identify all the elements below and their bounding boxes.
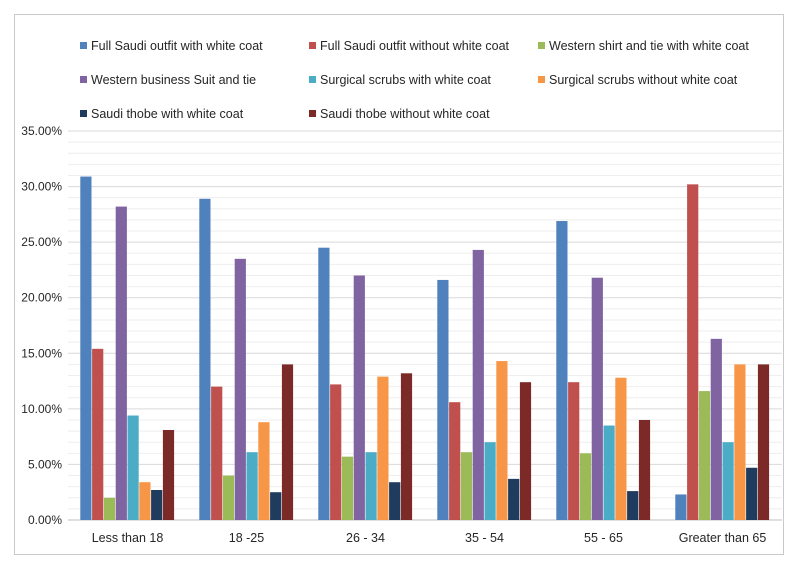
bar [638,419,651,520]
bar [472,249,484,520]
bar [377,376,389,520]
legend-entry-label: Full Saudi outfit without white coat [320,39,510,53]
bar [496,361,508,520]
legend-swatch [80,42,87,49]
x-category-label: 35 - 54 [465,531,504,545]
x-category-label: 26 - 34 [346,531,385,545]
legend-entry-label: Surgical scrubs without white coat [549,73,738,87]
bar [353,275,365,520]
x-category-label: 55 - 65 [584,531,623,545]
bar [330,384,342,520]
legend-entry-label: Western business Suit and tie [91,73,256,87]
x-category-label: 18 -25 [229,531,264,545]
bar [746,467,758,520]
legend-swatch [538,42,545,49]
bar [615,377,627,520]
bar [92,348,104,520]
y-tick-label: 0.00% [28,513,62,527]
bar [162,429,175,520]
bar [139,482,151,520]
y-tick-label: 5.00% [28,457,62,471]
bar [556,221,568,521]
legend-entry-label: Surgical scrubs with white coat [320,73,491,87]
bar [234,258,246,520]
bar [449,402,461,520]
y-tick-label: 25.00% [21,235,62,249]
legend-entry-label: Full Saudi outfit with white coat [91,39,263,53]
bar [211,386,223,520]
bar [103,497,116,520]
bar [127,415,139,520]
bar [460,452,473,520]
bar [579,453,592,520]
legend-entry-label: Saudi thobe without white coat [320,107,490,121]
bar [603,425,615,520]
bar [698,391,711,520]
bar [519,382,532,520]
bar [199,198,211,520]
bar [568,382,580,520]
bar [270,492,282,520]
legend-swatch [80,76,87,83]
bar [258,422,270,520]
bar [80,176,92,520]
legend-entry-label: Saudi thobe with white coat [91,107,244,121]
legend-entry-label: Western shirt and tie with white coat [549,39,749,53]
bar [281,364,294,520]
bar [400,373,413,520]
bar [115,206,127,520]
legend-swatch [309,110,316,117]
bar [687,184,699,520]
legend-swatch [309,76,316,83]
y-tick-label: 10.00% [21,402,62,416]
x-category-label: Less than 18 [92,531,164,545]
legend-swatch [80,110,87,117]
legend-swatch [538,76,545,83]
y-tick-label: 20.00% [21,291,62,305]
bar [484,442,496,520]
bar [710,338,722,520]
y-tick-label: 30.00% [21,180,62,194]
y-tick-label: 35.00% [21,124,62,138]
bar [437,279,449,520]
bar [318,247,330,520]
bar [627,491,639,520]
bar [365,452,377,520]
bar [151,489,163,520]
legend-swatch [309,42,316,49]
bar [722,442,734,520]
bar [675,494,687,520]
bar [222,475,235,520]
x-category-label: Greater than 65 [679,531,767,545]
bar [757,364,770,520]
bar [341,456,354,520]
bar [246,452,258,520]
bar [734,364,746,520]
bar [508,478,520,520]
bar [591,277,603,520]
y-tick-label: 15.00% [21,346,62,360]
bar [389,482,401,520]
